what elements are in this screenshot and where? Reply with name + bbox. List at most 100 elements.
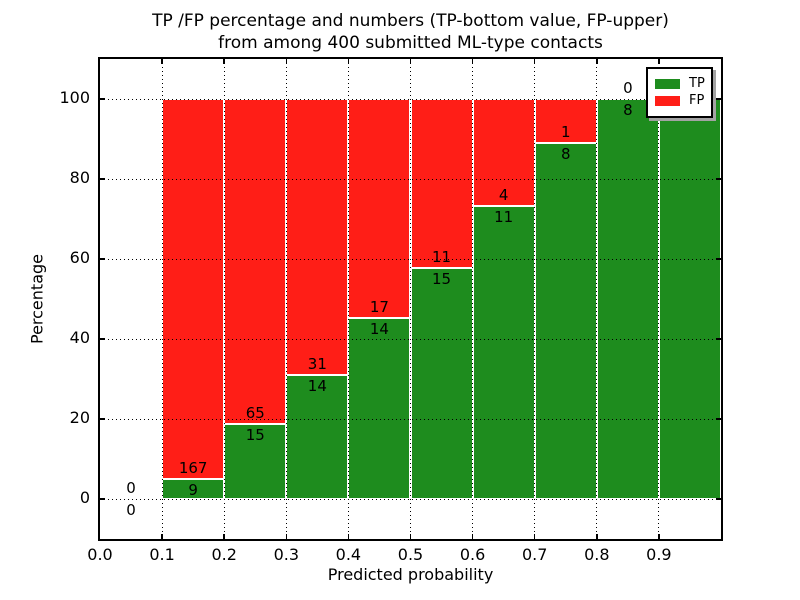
x-tick-label: 0.9 — [646, 545, 672, 564]
bar-segment-fp — [286, 99, 349, 375]
x-tick-label: 0.7 — [521, 545, 548, 564]
bar-segment-tp — [472, 205, 535, 499]
tp-count-label: 11 — [494, 207, 514, 226]
y-tick-mark-right — [716, 498, 721, 500]
y-tick-mark-left — [100, 498, 105, 500]
y-tick-mark-left — [100, 418, 105, 420]
x-tick-mark-top — [409, 59, 412, 64]
bar-segment-fp — [472, 99, 535, 206]
y-tick-mark-left — [100, 338, 105, 340]
legend-row: FP — [655, 93, 704, 108]
x-tick-mark-top — [658, 59, 660, 64]
legend-label: TP — [689, 76, 705, 91]
x-tick-mark-bottom — [596, 534, 598, 539]
y-tick-label: 80 — [69, 168, 90, 187]
y-tick-mark-left — [100, 258, 105, 260]
tp-count-label: 14 — [307, 376, 327, 395]
v-gridline — [472, 59, 474, 539]
fp-count-label: 17 — [369, 298, 389, 317]
v-gridline — [410, 59, 411, 539]
chart-title-line2: from among 400 submitted ML-type contact… — [218, 33, 603, 53]
v-gridline — [534, 59, 536, 539]
x-tick-label: 0.0 — [87, 545, 113, 564]
fp-count-label: 1 — [560, 123, 571, 142]
fp-count-label: 4 — [498, 185, 509, 204]
y-tick-mark-left — [100, 98, 105, 100]
y-tick-mark-right — [716, 258, 721, 260]
y-tick-mark-right — [716, 98, 721, 100]
x-tick-mark-bottom — [533, 534, 536, 539]
x-tick-mark-bottom — [161, 534, 163, 539]
v-gridline — [347, 59, 349, 539]
bar-segment-fp — [162, 99, 225, 479]
tp-count-label: 14 — [369, 320, 389, 339]
x-tick-mark-top — [285, 59, 288, 64]
bar-segment-tp — [410, 268, 473, 499]
fp-count-label: 0 — [126, 479, 136, 497]
tp-legend-swatch — [655, 78, 680, 89]
bar-segment-tp — [286, 374, 349, 499]
y-tick-label: 40 — [69, 328, 90, 347]
x-tick-mark-top — [596, 59, 598, 64]
fp-legend-swatch — [655, 95, 680, 106]
tp-count-label: 9 — [188, 480, 198, 499]
x-tick-label: 0.3 — [273, 545, 300, 564]
bar-segment-tp — [162, 478, 225, 499]
x-tick-mark-bottom — [658, 534, 660, 539]
y-tick-label: 0 — [79, 488, 90, 507]
v-gridline — [223, 59, 225, 539]
y-tick-mark-right — [716, 178, 721, 180]
fp-count-label: 11 — [432, 248, 452, 267]
tp-count-label: 8 — [560, 145, 571, 164]
v-gridline — [161, 59, 163, 539]
bar-segment-tp — [658, 99, 721, 499]
bar-segment-tp — [596, 99, 659, 499]
x-tick-mark-top — [223, 59, 225, 64]
fp-count-label: 31 — [307, 354, 327, 373]
y-tick-label: 60 — [69, 248, 90, 267]
bar-segment-fp — [348, 99, 411, 319]
x-tick-mark-top — [161, 59, 163, 64]
x-tick-mark-bottom — [285, 534, 288, 539]
v-gridline — [596, 59, 598, 539]
chart-title-line1: TP /FP percentage and numbers (TP-bottom… — [152, 11, 669, 31]
x-tick-label: 0.2 — [211, 545, 237, 564]
tp-count-label: 15 — [245, 426, 265, 444]
tp-count-label: 8 — [623, 101, 633, 119]
fp-count-label: 167 — [178, 458, 208, 477]
legend: TP FP — [646, 67, 713, 118]
x-tick-mark-bottom — [223, 534, 225, 539]
x-tick-label: 0.1 — [149, 545, 175, 564]
fp-count-label: 65 — [245, 404, 265, 422]
x-tick-label: 0.4 — [335, 545, 362, 564]
x-tick-mark-bottom — [471, 534, 474, 539]
bar-segment-tp — [224, 424, 287, 499]
y-tick-label: 20 — [69, 408, 90, 427]
bar-segment-fp — [410, 99, 473, 269]
x-tick-label: 0.6 — [459, 545, 486, 564]
x-tick-mark-top — [533, 59, 536, 64]
x-tick-mark-top — [347, 59, 350, 64]
bar-segment-fp — [534, 99, 597, 144]
x-tick-mark-top — [471, 59, 474, 64]
x-tick-mark-bottom — [409, 534, 412, 539]
bar-segment-tp — [348, 318, 411, 499]
v-gridline — [285, 59, 287, 539]
y-tick-mark-right — [716, 338, 721, 340]
x-tick-label: 0.5 — [397, 545, 424, 564]
y-tick-label: 100 — [59, 88, 90, 107]
tp-count-label: 0 — [126, 501, 136, 519]
tp-count-label: 15 — [432, 270, 452, 289]
fp-count-label: 0 — [623, 79, 633, 97]
legend-label: FP — [689, 93, 705, 108]
y-tick-mark-left — [100, 178, 105, 180]
bar-segment-tp — [534, 143, 597, 499]
v-gridline — [658, 59, 660, 539]
y-tick-mark-right — [716, 418, 721, 420]
x-axis-label: Predicted probability — [327, 565, 494, 584]
legend-row: TP — [655, 76, 705, 91]
bar-segment-fp — [224, 99, 287, 424]
